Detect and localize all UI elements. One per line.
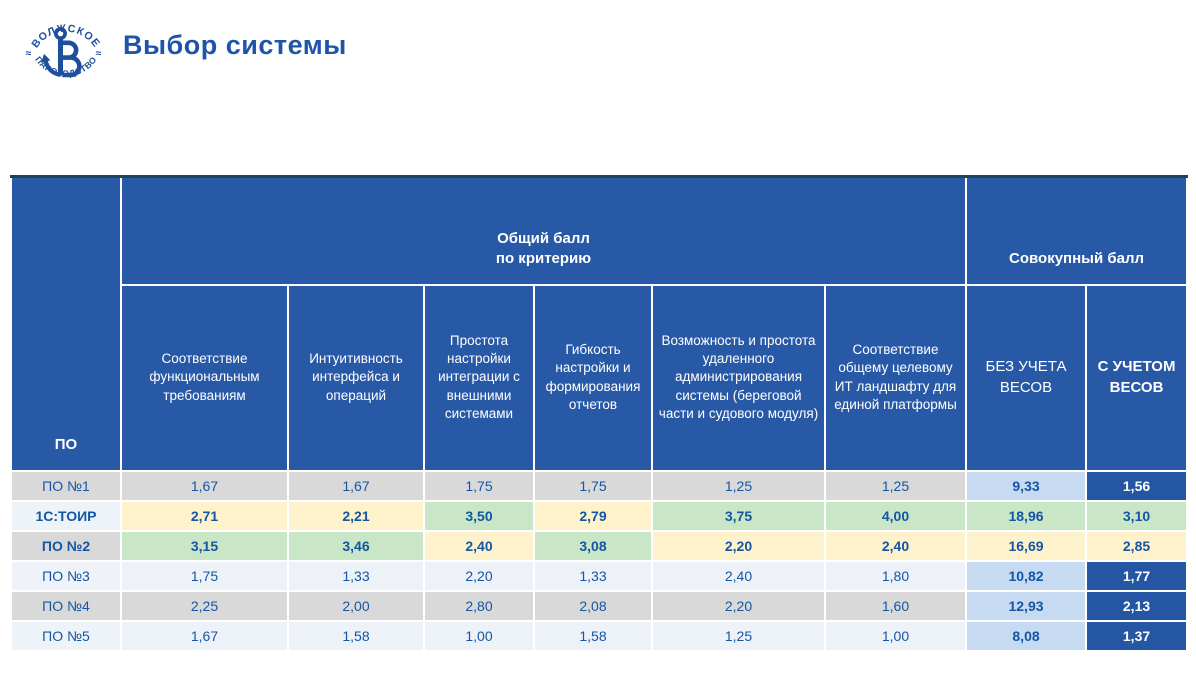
total-score-cell: 10,82 <box>965 559 1088 592</box>
weighted-score-cell: 2,13 <box>1085 589 1189 622</box>
table-row-po3: ПО №3 1,75 1,33 2,20 1,33 2,40 1,80 10,8… <box>10 559 1189 592</box>
score-cell: 1,80 <box>823 559 968 592</box>
slide-header: ВОЛЖСКОЕ ПАРОХОДСТВО ≈ ≈ Выбор системы <box>0 0 1196 110</box>
score-cell: 3,46 <box>287 529 425 562</box>
page-title: Выбор системы <box>123 30 347 60</box>
wave-icon: ≈ <box>95 49 101 60</box>
row-label: ПО №2 <box>10 529 122 562</box>
total-score-cell: 8,08 <box>965 619 1088 652</box>
score-cell: 2,40 <box>823 529 968 562</box>
row-label: ПО №3 <box>10 559 122 592</box>
group-header-line1: Общий балл <box>497 230 590 247</box>
comparison-table: ПО Общий балл по критерию Совокупный бал… <box>10 175 1189 652</box>
table-row-1c-toir: 1С:ТОИР 2,71 2,21 3,50 2,79 3,75 4,00 18… <box>10 499 1189 532</box>
score-cell: 1,58 <box>533 619 653 652</box>
column-header-remote-administration: Возможность и простота удаленного админи… <box>651 283 826 472</box>
anchor-icon <box>41 27 82 78</box>
score-cell: 1,25 <box>651 469 826 502</box>
score-cell: 1,25 <box>823 469 968 502</box>
score-cell: 2,80 <box>423 589 535 622</box>
score-cell: 1,67 <box>120 469 289 502</box>
score-cell: 4,00 <box>823 499 968 532</box>
score-cell: 1,33 <box>533 559 653 592</box>
group-header-row: ПО Общий балл по критерию Совокупный бал… <box>10 175 1189 472</box>
column-header-intuitiveness: Интуитивность интерфейса и операций <box>287 283 425 472</box>
score-cell: 1,75 <box>120 559 289 592</box>
score-cell: 1,75 <box>533 469 653 502</box>
row-label: ПО №1 <box>10 469 122 502</box>
criteria-header-row: Соответствие функциональным требованиям … <box>11 283 1189 472</box>
weighted-score-cell: 1,77 <box>1085 559 1189 592</box>
column-header-functional-fit: Соответствие функциональным требованиям <box>120 283 289 472</box>
column-header-integration-setup: Простота настройки интеграции с внешними… <box>423 283 535 472</box>
score-cell: 3,75 <box>651 499 826 532</box>
po-column-header: ПО <box>10 175 122 472</box>
table-row-po5: ПО №5 1,67 1,58 1,00 1,58 1,25 1,00 8,08… <box>10 619 1189 652</box>
score-cell: 1,67 <box>287 469 425 502</box>
row-label: 1С:ТОИР <box>10 499 122 532</box>
score-cell: 2,79 <box>533 499 653 532</box>
company-logo: ВОЛЖСКОЕ ПАРОХОДСТВО ≈ ≈ <box>26 22 102 78</box>
group-header-overall-score: Общий балл по критерию <box>119 175 968 286</box>
wave-icon: ≈ <box>26 49 32 60</box>
table-row-po1: ПО №1 1,67 1,67 1,75 1,75 1,25 1,25 9,33… <box>10 469 1189 502</box>
score-cell: 2,25 <box>120 589 289 622</box>
score-cell: 1,58 <box>287 619 425 652</box>
score-cell: 1,60 <box>823 589 968 622</box>
group-header-line2: по критерию <box>495 250 592 268</box>
table-row-po2: ПО №2 3,15 3,46 2,40 3,08 2,20 2,40 16,6… <box>10 529 1189 562</box>
score-cell: 2,71 <box>120 499 289 532</box>
score-cell: 2,08 <box>533 589 653 622</box>
weighted-score-cell: 3,10 <box>1085 499 1189 532</box>
row-label: ПО №5 <box>10 619 122 652</box>
score-cell: 1,25 <box>651 619 826 652</box>
score-cell: 2,00 <box>287 589 425 622</box>
weighted-score-cell: 1,37 <box>1085 619 1189 652</box>
total-score-cell: 9,33 <box>965 469 1088 502</box>
score-cell: 1,00 <box>823 619 968 652</box>
weighted-score-cell: 1,56 <box>1085 469 1189 502</box>
column-header-with-weights: С УЧЕТОМ ВЕСОВ <box>1085 283 1189 472</box>
row-label: ПО №4 <box>10 589 122 622</box>
score-cell: 1,67 <box>120 619 289 652</box>
score-cell: 2,21 <box>287 499 425 532</box>
score-cell: 2,20 <box>651 589 826 622</box>
score-cell: 2,20 <box>423 559 535 592</box>
comparison-table-container: ПО Общий балл по критерию Совокупный бал… <box>10 175 1189 652</box>
column-header-without-weights: БЕЗ УЧЕТА ВЕСОВ <box>965 283 1088 472</box>
score-cell: 3,15 <box>120 529 289 562</box>
total-score-cell: 12,93 <box>965 589 1088 622</box>
score-cell: 3,08 <box>533 529 653 562</box>
score-cell: 1,33 <box>287 559 425 592</box>
group-header-cumulative-score: Совокупный балл <box>965 175 1189 286</box>
total-score-cell: 18,96 <box>965 499 1088 532</box>
score-cell: 1,00 <box>423 619 535 652</box>
total-score-cell: 16,69 <box>965 529 1088 562</box>
column-header-it-landscape-fit: Соответствие общему целевому ИТ ландшафт… <box>823 283 968 472</box>
score-cell: 2,40 <box>423 529 535 562</box>
weighted-score-cell: 2,85 <box>1085 529 1189 562</box>
column-header-report-flexibility: Гибкость настройки и формирования отчето… <box>533 283 653 472</box>
score-cell: 1,75 <box>423 469 535 502</box>
score-cell: 3,50 <box>423 499 535 532</box>
score-cell: 2,20 <box>651 529 826 562</box>
table-row-po4: ПО №4 2,25 2,00 2,80 2,08 2,20 1,60 12,9… <box>10 589 1189 622</box>
score-cell: 2,40 <box>651 559 826 592</box>
